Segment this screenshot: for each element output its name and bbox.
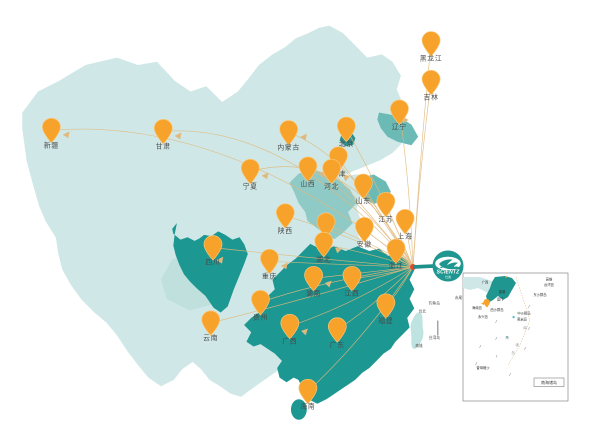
svg-text:山东: 山东 bbox=[356, 196, 371, 205]
svg-text:上海: 上海 bbox=[398, 231, 413, 240]
svg-text:东沙群岛: 东沙群岛 bbox=[533, 292, 547, 297]
svg-text:岛: 岛 bbox=[511, 350, 515, 355]
svg-text:台北: 台北 bbox=[419, 309, 427, 314]
svg-text:广西: 广西 bbox=[282, 336, 297, 345]
svg-text:内蒙古: 内蒙古 bbox=[277, 143, 300, 152]
svg-text:R: R bbox=[459, 252, 461, 255]
svg-text:吉林: 吉林 bbox=[424, 92, 439, 101]
svg-text:辽宁: 辽宁 bbox=[392, 122, 407, 131]
svg-text:海: 海 bbox=[505, 335, 509, 340]
svg-text:黑龙江: 黑龙江 bbox=[420, 54, 443, 63]
svg-text:台湾岛: 台湾岛 bbox=[544, 282, 555, 287]
svg-text:广东: 广东 bbox=[330, 340, 345, 349]
svg-text:广西: 广西 bbox=[482, 280, 489, 285]
svg-text:湖南: 湖南 bbox=[306, 288, 321, 297]
svg-text:甘肃: 甘肃 bbox=[156, 141, 171, 150]
svg-text:江苏: 江苏 bbox=[378, 214, 393, 223]
svg-text:黄岩岛: 黄岩岛 bbox=[517, 317, 528, 322]
svg-text:宁夏: 宁夏 bbox=[243, 181, 258, 190]
svg-text:台湾岛: 台湾岛 bbox=[429, 335, 440, 340]
svg-text:重庆: 重庆 bbox=[262, 271, 277, 280]
svg-text:西沙群岛: 西沙群岛 bbox=[490, 307, 504, 312]
svg-text:福建: 福建 bbox=[378, 316, 393, 325]
svg-text:陕西: 陕西 bbox=[278, 226, 293, 235]
svg-text:中沙群岛: 中沙群岛 bbox=[517, 311, 531, 316]
svg-text:南海诸岛: 南海诸岛 bbox=[541, 379, 557, 385]
svg-text:诸: 诸 bbox=[515, 342, 519, 347]
svg-text:江西: 江西 bbox=[344, 289, 359, 297]
svg-text:高雄: 高雄 bbox=[415, 343, 423, 348]
svg-text:浙江: 浙江 bbox=[388, 261, 403, 270]
svg-text:南: 南 bbox=[523, 325, 527, 330]
svg-text:湖北: 湖北 bbox=[316, 254, 331, 263]
svg-text:四川: 四川 bbox=[205, 259, 220, 267]
svg-text:安徽: 安徽 bbox=[357, 239, 372, 248]
svg-text:高雄: 高雄 bbox=[546, 277, 553, 282]
svg-text:海南: 海南 bbox=[300, 401, 315, 410]
svg-text:香港: 香港 bbox=[499, 289, 506, 294]
svg-text:新疆: 新疆 bbox=[44, 140, 59, 149]
svg-text:永兴岛: 永兴岛 bbox=[478, 314, 489, 319]
svg-text:云南: 云南 bbox=[203, 333, 218, 342]
svg-text:曾母暗沙: 曾母暗沙 bbox=[476, 365, 490, 370]
svg-text:钓鱼岛: 钓鱼岛 bbox=[429, 301, 440, 306]
svg-text:山西: 山西 bbox=[300, 179, 315, 188]
svg-text:海南岛: 海南岛 bbox=[472, 305, 483, 310]
svg-text:仕诚: 仕诚 bbox=[445, 275, 451, 279]
svg-text:澳门: 澳门 bbox=[497, 297, 504, 302]
svg-text:河北: 河北 bbox=[324, 182, 339, 190]
svg-text:贵州: 贵州 bbox=[253, 312, 268, 321]
